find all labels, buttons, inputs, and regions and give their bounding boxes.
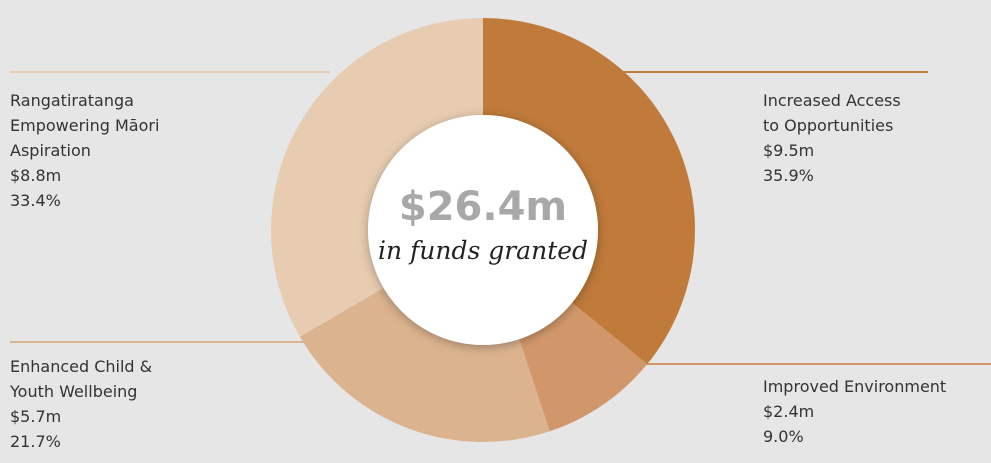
- segment-amount: $8.8m: [10, 166, 62, 185]
- segment-name: Increased Access to Opportunities: [763, 91, 901, 135]
- center-total: $26.4m: [398, 184, 568, 230]
- donut-hole: [368, 115, 598, 345]
- segment-amount: $9.5m: [763, 141, 815, 160]
- segment-amount: $2.4m: [763, 402, 815, 421]
- segment-name: Improved Environment: [763, 377, 947, 396]
- segment-percent: 21.7%: [10, 432, 61, 451]
- segment-name: Enhanced Child & Youth Wellbeing: [10, 357, 153, 401]
- segment-name: Rangatiratanga Empowering Māori Aspirati…: [10, 91, 160, 160]
- segment-percent: 9.0%: [763, 427, 804, 446]
- donut-segment: [299, 287, 550, 442]
- center-subtext: in funds granted: [377, 236, 589, 265]
- segment-amount: $5.7m: [10, 407, 62, 426]
- segment-percent: 35.9%: [763, 166, 814, 185]
- donut-segment: [483, 18, 696, 365]
- segment-percent: 33.4%: [10, 191, 61, 210]
- donut-segment: [519, 302, 648, 432]
- donut-segment: [271, 18, 483, 337]
